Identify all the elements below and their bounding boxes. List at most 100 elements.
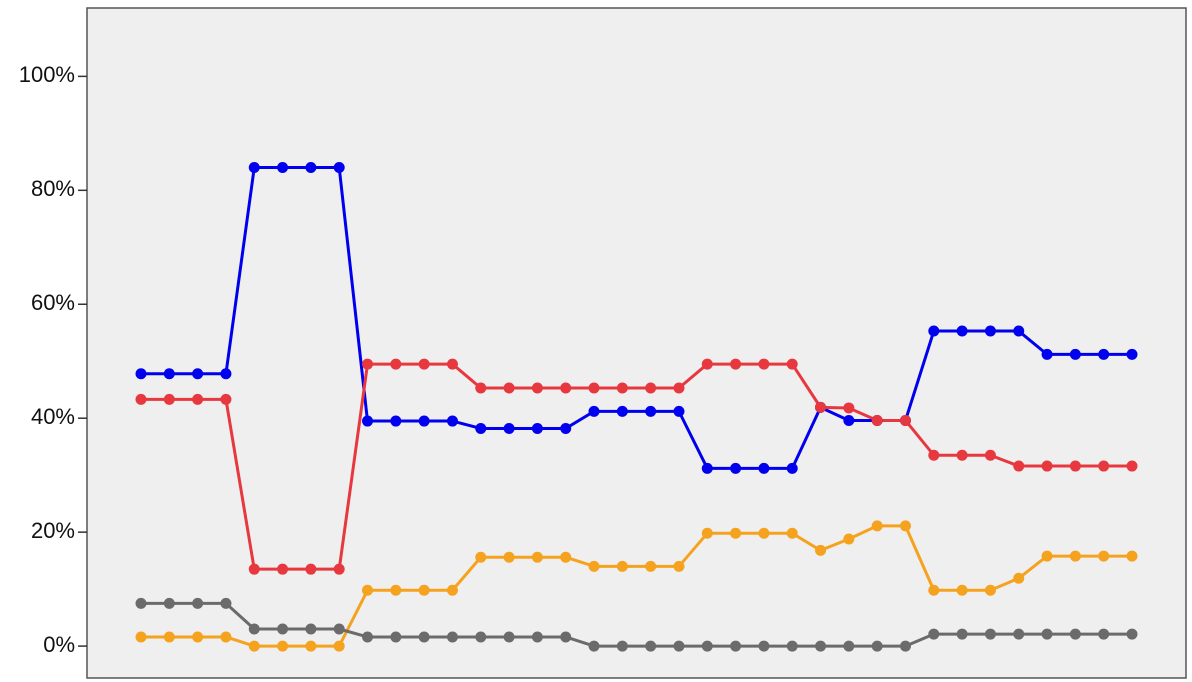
data-point [192, 597, 204, 609]
y-tick-label: 100% [19, 62, 75, 87]
data-point [560, 382, 572, 394]
data-point [475, 422, 487, 434]
data-point [984, 628, 996, 640]
data-point [135, 631, 147, 643]
data-point [220, 631, 232, 643]
data-point [362, 358, 374, 370]
data-point [843, 414, 855, 426]
data-point [1041, 628, 1053, 640]
data-point [815, 401, 827, 413]
data-point [758, 527, 770, 539]
data-point [730, 640, 742, 652]
data-point [701, 527, 713, 539]
data-point [1069, 460, 1081, 472]
data-point [333, 563, 345, 575]
data-point [560, 551, 572, 563]
data-point [1098, 460, 1110, 472]
data-point [843, 402, 855, 414]
data-point [390, 415, 402, 427]
data-point [730, 358, 742, 370]
data-point [1126, 460, 1138, 472]
data-point [418, 358, 430, 370]
data-point [758, 640, 770, 652]
data-point [390, 358, 402, 370]
data-point [616, 382, 628, 394]
data-point [1041, 348, 1053, 360]
data-point [333, 640, 345, 652]
data-point [305, 162, 317, 174]
data-point [446, 584, 458, 596]
data-point [1126, 348, 1138, 360]
data-point [1013, 628, 1025, 640]
data-point [1013, 460, 1025, 472]
data-point [503, 551, 515, 563]
data-point [390, 584, 402, 596]
y-tick-label: 20% [31, 518, 75, 543]
data-point [843, 640, 855, 652]
data-point [871, 640, 883, 652]
data-point [135, 368, 147, 380]
data-point [1126, 628, 1138, 640]
data-point [645, 640, 657, 652]
data-point [701, 462, 713, 474]
data-point [390, 631, 402, 643]
data-point [1041, 550, 1053, 562]
y-tick-label: 40% [31, 404, 75, 429]
data-point [730, 462, 742, 474]
data-point [475, 382, 487, 394]
data-point [531, 551, 543, 563]
data-point [446, 358, 458, 370]
data-point [1098, 628, 1110, 640]
data-point [645, 382, 657, 394]
data-point [730, 527, 742, 539]
data-point [815, 544, 827, 556]
data-point [135, 393, 147, 405]
data-point [248, 162, 260, 174]
data-point [163, 597, 175, 609]
data-point [192, 393, 204, 405]
data-point [418, 631, 430, 643]
data-point [984, 449, 996, 461]
data-point [588, 405, 600, 417]
data-point [645, 560, 657, 572]
data-point [984, 325, 996, 337]
data-point [616, 640, 628, 652]
data-point [277, 623, 289, 635]
data-point [1098, 348, 1110, 360]
data-point [220, 393, 232, 405]
data-point [305, 640, 317, 652]
data-point [1013, 325, 1025, 337]
data-point [956, 449, 968, 461]
data-point [815, 640, 827, 652]
data-point [248, 563, 260, 575]
data-point [1069, 550, 1081, 562]
data-point [560, 422, 572, 434]
data-point [956, 628, 968, 640]
data-point [220, 597, 232, 609]
data-point [248, 640, 260, 652]
data-point [277, 640, 289, 652]
data-point [843, 533, 855, 545]
data-point [701, 358, 713, 370]
y-tick-label: 0% [43, 632, 75, 657]
data-point [305, 623, 317, 635]
data-point [673, 560, 685, 572]
data-point [531, 631, 543, 643]
data-point [503, 631, 515, 643]
data-point [192, 368, 204, 380]
data-point [531, 382, 543, 394]
data-point [588, 382, 600, 394]
data-point [163, 631, 175, 643]
data-point [928, 449, 940, 461]
data-point [503, 422, 515, 434]
data-point [786, 358, 798, 370]
data-point [645, 405, 657, 417]
data-point [305, 563, 317, 575]
data-point [135, 597, 147, 609]
data-point [475, 631, 487, 643]
data-point [758, 358, 770, 370]
data-point [362, 415, 374, 427]
data-point [1069, 348, 1081, 360]
data-point [220, 368, 232, 380]
